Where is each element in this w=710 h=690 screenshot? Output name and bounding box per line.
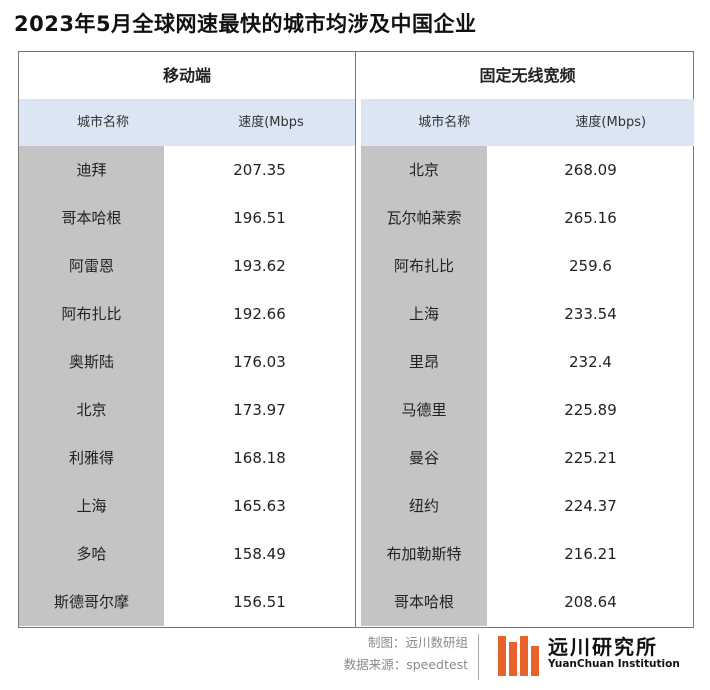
mobile-speed-cell: 165.63	[233, 497, 286, 515]
mobile-column-header: 城市名称 速度(Mbps	[19, 99, 355, 146]
fixed-panel-title: 固定无线宽频	[479, 66, 576, 85]
mobile-city-cell: 北京	[19, 386, 164, 434]
mobile-table-row: 多哈 158.49	[19, 530, 355, 578]
fixed-city-cell: 上海	[361, 290, 487, 338]
fixed-speed-cell: 265.16	[564, 209, 617, 227]
mobile-speed-cell: 156.51	[233, 593, 286, 611]
fixed-speed-cell: 208.64	[564, 593, 617, 611]
fixed-speed-cell: 224.37	[564, 497, 617, 515]
fixed-speed-cell: 268.09	[564, 161, 617, 179]
fixed-table-row: 布加勒斯特 216.21	[361, 530, 694, 578]
mobile-table-row: 斯德哥尔摩 156.51	[19, 578, 355, 626]
fixed-city-cell: 哥本哈根	[361, 578, 487, 626]
mobile-city-cell: 阿雷恩	[19, 242, 164, 290]
mobile-table-row: 阿布扎比 192.66	[19, 290, 355, 338]
fixed-table-row: 上海 233.54	[361, 290, 694, 338]
mobile-table-row: 哥本哈根 196.51	[19, 194, 355, 242]
fixed-table-row: 纽约 224.37	[361, 482, 694, 530]
fixed-table-row: 瓦尔帕莱索 265.16	[361, 194, 694, 242]
mobile-speed-cell: 176.03	[233, 353, 286, 371]
mobile-speed-cell: 173.97	[233, 401, 286, 419]
mobile-speed-cell: 168.18	[233, 449, 286, 467]
fixed-city-cell: 瓦尔帕莱索	[361, 194, 487, 242]
fixed-table-row: 阿布扎比 259.6	[361, 242, 694, 290]
mobile-city-cell: 迪拜	[19, 146, 164, 194]
mobile-panel: 移动端 城市名称 速度(Mbps 迪拜 207.35 哥本哈根 196.51 阿雷恩 19…	[19, 52, 356, 627]
fixed-table-row: 曼谷 225.21	[361, 434, 694, 482]
fixed-city-cell: 曼谷	[361, 434, 487, 482]
mobile-col-city-header: 城市名称	[76, 115, 129, 130]
fixed-speed-cell: 233.54	[564, 305, 617, 323]
footer-credit: 制图：远川数研组	[367, 635, 468, 650]
mobile-col-speed-header: 速度(Mbps	[238, 115, 304, 130]
fixed-city-cell: 北京	[361, 146, 487, 194]
fixed-city-cell: 布加勒斯特	[361, 530, 487, 578]
fixed-column-header: 城市名称 速度(Mbps)	[361, 99, 694, 146]
mobile-table-row: 北京 173.97	[19, 386, 355, 434]
mobile-speed-cell: 158.49	[233, 545, 286, 563]
fixed-panel: 固定无线宽频 城市名称 速度(Mbps) 北京 268.09 瓦尔帕莱索 265.16…	[361, 52, 694, 627]
fixed-table-row: 马德里 225.89	[361, 386, 694, 434]
fixed-table-row: 里昂 232.4	[361, 338, 694, 386]
fixed-table-row: 北京 268.09	[361, 146, 694, 194]
logo-bar-3	[520, 636, 528, 676]
page-title: 2023年5月全球网速最快的城市均涉及中国企业	[14, 12, 477, 36]
mobile-table-row: 奥斯陆 176.03	[19, 338, 355, 386]
fixed-speed-cell: 225.21	[564, 449, 617, 467]
mobile-speed-cell: 207.35	[233, 161, 286, 179]
footer-divider	[478, 634, 479, 680]
fixed-speed-cell: 216.21	[564, 545, 617, 563]
mobile-city-cell: 上海	[19, 482, 164, 530]
mobile-city-cell: 多哈	[19, 530, 164, 578]
logo-bar-2	[509, 642, 517, 676]
fixed-city-cell: 纽约	[361, 482, 487, 530]
logo-bar-4	[531, 646, 539, 676]
mobile-city-cell: 哥本哈根	[19, 194, 164, 242]
mobile-rows: 迪拜 207.35 哥本哈根 196.51 阿雷恩 193.62 阿布扎比 192.66 奥斯陆…	[19, 146, 355, 626]
fixed-speed-cell: 225.89	[564, 401, 617, 419]
mobile-city-cell: 阿布扎比	[19, 290, 164, 338]
mobile-table-row: 利雅得 168.18	[19, 434, 355, 482]
mobile-table-row: 上海 165.63	[19, 482, 355, 530]
logo-name-cn: 远川研究所	[548, 635, 658, 659]
mobile-city-cell: 利雅得	[19, 434, 164, 482]
yuanchuan-logo-icon	[498, 636, 539, 676]
mobile-speed-cell: 193.62	[233, 257, 286, 275]
mobile-table-row: 阿雷恩 193.62	[19, 242, 355, 290]
fixed-speed-cell: 259.6	[569, 257, 612, 275]
tables-frame: 移动端 城市名称 速度(Mbps 迪拜 207.35 哥本哈根 196.51 阿雷恩 19…	[18, 51, 694, 628]
fixed-city-cell: 马德里	[361, 386, 487, 434]
mobile-city-cell: 奥斯陆	[19, 338, 164, 386]
mobile-city-cell: 斯德哥尔摩	[19, 578, 164, 626]
fixed-rows: 北京 268.09 瓦尔帕莱索 265.16 阿布扎比 259.6 上海 233.54 里昂 23…	[361, 146, 694, 626]
footer-notes: 制图：远川数研组 数据来源：speedtest	[308, 632, 468, 676]
fixed-col-speed-header: 速度(Mbps)	[575, 115, 647, 130]
mobile-speed-cell: 192.66	[233, 305, 286, 323]
fixed-speed-cell: 232.4	[569, 353, 612, 371]
fixed-col-city-header: 城市名称	[418, 115, 471, 130]
mobile-table-row: 迪拜 207.35	[19, 146, 355, 194]
fixed-city-cell: 里昂	[361, 338, 487, 386]
footer-source: 数据来源：speedtest	[343, 657, 468, 672]
fixed-city-cell: 阿布扎比	[361, 242, 487, 290]
logo-bar-1	[498, 636, 506, 676]
mobile-panel-title: 移动端	[162, 66, 211, 85]
logo-name-en: YuanChuan Institution	[548, 658, 680, 670]
fixed-table-row: 哥本哈根 208.64	[361, 578, 694, 626]
mobile-speed-cell: 196.51	[233, 209, 286, 227]
